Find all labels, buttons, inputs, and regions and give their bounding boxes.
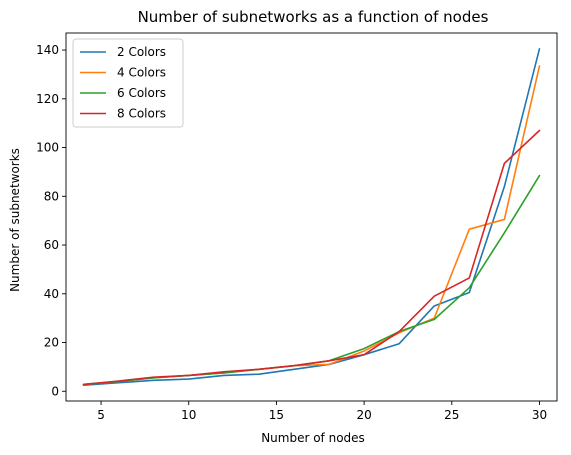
y-tick-label: 120: [36, 92, 59, 106]
y-tick-label: 40: [44, 287, 59, 301]
x-axis-label: Number of nodes: [261, 431, 365, 445]
x-tick-label: 10: [181, 408, 196, 422]
y-tick-label: 0: [51, 384, 59, 398]
x-tick-label: 5: [97, 408, 105, 422]
y-tick-label: 80: [44, 189, 59, 203]
plot-area: [82, 48, 541, 386]
series-line-3: [82, 174, 541, 386]
legend-label-1: 2 Colors: [117, 45, 166, 59]
legend-label-4: 8 Colors: [117, 107, 166, 121]
axes: 5 10 15 20 25 30 0 20 40 60 80 100 120 140: [36, 32, 558, 422]
x-tick-label: 30: [532, 408, 547, 422]
legend-box: [72, 38, 184, 128]
x-tick-label: 20: [356, 408, 371, 422]
x-tick-label: 15: [269, 408, 284, 422]
y-tick-label: 20: [44, 336, 59, 350]
series-line-1: [82, 48, 541, 386]
chart-title: Number of subnetworks as a function of n…: [138, 8, 489, 26]
series-line-4: [82, 129, 541, 386]
legend-label-2: 4 Colors: [117, 66, 166, 80]
y-axis-label: Number of subnetworks: [8, 148, 22, 292]
plot-frame: [65, 32, 558, 402]
x-tick-label: 25: [444, 408, 459, 422]
legend: 2 Colors 4 Colors 6 Colors 8 Colors: [72, 38, 184, 128]
y-tick-label: 60: [44, 238, 59, 252]
y-tick-label: 140: [36, 43, 59, 57]
y-tick-label: 100: [36, 141, 59, 155]
legend-label-3: 6 Colors: [117, 86, 166, 100]
